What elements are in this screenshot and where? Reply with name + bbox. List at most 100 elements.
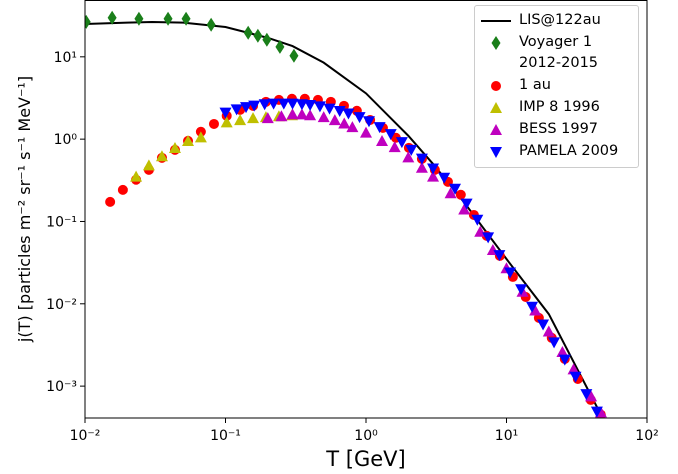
marker xyxy=(181,11,191,26)
marker xyxy=(105,196,116,207)
x-tick-label: 10⁻¹ xyxy=(210,428,241,444)
marker xyxy=(220,116,233,128)
marker xyxy=(275,110,288,122)
marker xyxy=(304,99,317,111)
marker xyxy=(253,28,263,43)
marker xyxy=(206,17,216,32)
marker xyxy=(427,170,440,182)
marker xyxy=(491,81,501,91)
marker xyxy=(580,389,593,401)
marker xyxy=(490,102,502,113)
marker xyxy=(289,48,299,63)
marker xyxy=(526,301,539,313)
marker xyxy=(219,107,232,119)
legend-label: Voyager 1 2012-2015 xyxy=(519,34,599,71)
marker xyxy=(85,14,91,29)
marker xyxy=(590,406,603,418)
legend-entry: PAMELA 2009 xyxy=(475,141,638,162)
marker xyxy=(493,250,506,262)
marker xyxy=(460,198,473,210)
marker xyxy=(415,153,428,165)
legend-label: LIS@122au xyxy=(519,12,601,28)
marker xyxy=(182,134,195,146)
marker xyxy=(286,98,299,110)
marker xyxy=(491,36,501,50)
marker xyxy=(323,103,336,115)
legend-entry: Voyager 1 2012-2015 xyxy=(475,32,638,74)
marker xyxy=(529,304,542,316)
marker xyxy=(304,109,317,121)
y-tick-label: 10⁰ xyxy=(54,132,78,148)
marker xyxy=(346,121,359,133)
marker xyxy=(247,112,260,124)
y-axis-label: j(T) [particles m⁻² sr⁻¹ s⁻¹ MeV⁻¹] xyxy=(15,76,34,343)
marker xyxy=(515,284,528,296)
marker xyxy=(295,99,308,111)
legend-swatch xyxy=(491,81,501,91)
marker xyxy=(438,172,451,184)
marker xyxy=(234,114,247,126)
marker xyxy=(490,124,502,135)
marker xyxy=(558,354,571,366)
legend-swatch xyxy=(481,20,511,22)
marker xyxy=(134,11,144,26)
marker xyxy=(155,150,168,162)
marker xyxy=(342,108,355,120)
legend-entry: IMP 8 1996 xyxy=(475,97,638,118)
marker xyxy=(286,108,299,120)
marker xyxy=(313,101,326,113)
marker xyxy=(107,10,117,25)
y-tick-label: 10⁻² xyxy=(46,297,77,313)
marker xyxy=(240,102,253,114)
legend-label: BESS 1997 xyxy=(519,121,599,137)
marker xyxy=(556,345,569,357)
marker xyxy=(194,131,207,143)
lis-line xyxy=(85,20,602,416)
marker xyxy=(482,232,495,244)
marker xyxy=(373,122,386,134)
marker xyxy=(504,267,517,279)
x-tick-label: 10² xyxy=(635,428,658,444)
marker xyxy=(317,111,330,123)
marker xyxy=(142,159,155,171)
marker xyxy=(458,203,471,215)
marker xyxy=(338,117,351,129)
marker xyxy=(585,390,598,402)
marker xyxy=(567,363,580,375)
marker xyxy=(328,114,341,126)
marker xyxy=(130,170,143,182)
marker xyxy=(168,142,181,154)
marker xyxy=(569,371,582,383)
marker xyxy=(405,144,418,156)
marker xyxy=(548,337,561,349)
marker xyxy=(388,141,401,153)
marker xyxy=(376,134,389,146)
x-tick-label: 10¹ xyxy=(495,428,518,444)
marker xyxy=(542,325,555,337)
marker xyxy=(490,147,502,158)
legend-entry: LIS@122au xyxy=(475,10,638,31)
x-tick-label: 10⁻² xyxy=(70,428,101,444)
legend-entry: BESS 1997 xyxy=(475,119,638,140)
marker xyxy=(275,39,285,54)
legend-swatch xyxy=(490,124,502,135)
marker xyxy=(395,137,408,149)
marker xyxy=(117,184,128,195)
x-axis-label: T [GeV] xyxy=(325,447,405,471)
marker xyxy=(402,151,415,163)
marker xyxy=(248,100,261,112)
marker xyxy=(415,161,428,173)
marker xyxy=(277,98,290,110)
plot-area xyxy=(85,10,607,418)
marker xyxy=(360,126,372,138)
marker xyxy=(362,116,375,128)
marker xyxy=(208,118,219,129)
legend-entry: 1 au xyxy=(475,75,638,96)
marker xyxy=(230,104,243,116)
marker xyxy=(353,112,366,124)
marker xyxy=(262,32,272,47)
marker xyxy=(333,105,346,117)
legend-label: 1 au xyxy=(519,77,551,93)
